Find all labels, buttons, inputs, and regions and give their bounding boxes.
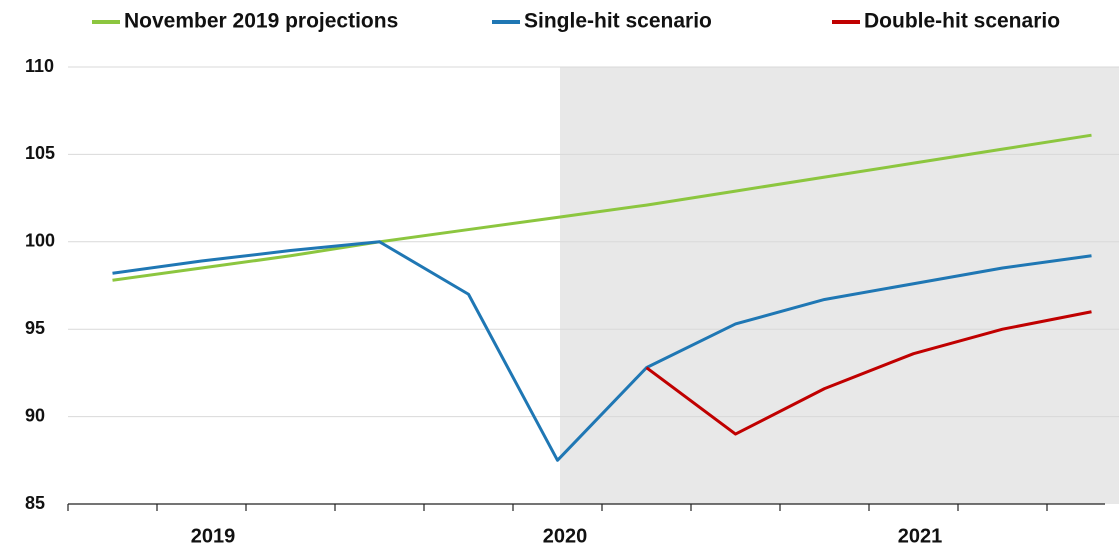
- year-label: 2019: [191, 525, 236, 547]
- legend-label: November 2019 projections: [124, 10, 398, 33]
- y-tick-label: 100: [25, 231, 55, 251]
- y-tick-label: 110: [25, 56, 54, 76]
- y-tick-label: 95: [25, 318, 45, 338]
- series-line: [645, 310, 1092, 436]
- legend-label: Single-hit scenario: [524, 10, 712, 33]
- year-label: 2020: [543, 525, 588, 547]
- y-tick-label: 105: [25, 143, 55, 163]
- series-line: [112, 240, 1092, 462]
- year-label: 2021: [898, 525, 943, 547]
- legend-label: Double-hit scenario: [864, 10, 1060, 33]
- projection-shade: [560, 67, 1119, 504]
- y-tick-label: 90: [25, 405, 45, 425]
- series-line: [112, 133, 1092, 282]
- y-tick-label: 85: [25, 493, 45, 513]
